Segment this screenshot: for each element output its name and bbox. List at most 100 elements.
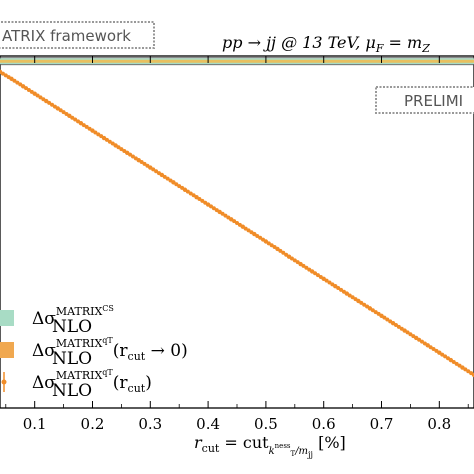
data-point-fill — [162, 174, 167, 179]
data-point-fill — [417, 337, 422, 342]
data-point-fill — [38, 95, 43, 100]
data-point-fill — [200, 198, 205, 203]
data-point-fill — [347, 293, 352, 298]
data-point-fill — [370, 308, 375, 313]
prelim-box — [375, 86, 474, 114]
data-point-fill — [165, 176, 170, 181]
data-point-fill — [243, 226, 248, 231]
data-point-fill — [81, 123, 86, 128]
data-point-fill — [463, 367, 468, 372]
process-label: pp → jj @ 13 TeV, μF = mZ — [222, 33, 430, 55]
data-point-fill — [405, 330, 410, 335]
data-point-fill — [451, 359, 456, 364]
data-point-fill — [289, 256, 294, 261]
data-point-fill — [197, 197, 202, 201]
data-point-fill — [362, 302, 367, 307]
data-point-fill — [431, 347, 436, 352]
x-tick-label: 0.7 — [370, 415, 394, 433]
data-point-fill — [151, 167, 156, 172]
legend-label-qt-band: ΔσMATRIXqT(rcut → 0) — [32, 336, 188, 363]
x-tick-label: 0.5 — [254, 415, 278, 433]
legend-label-cs: ΔσMATRIXCS — [32, 304, 114, 329]
data-point-fill — [419, 339, 424, 344]
series-points — [0, 69, 474, 378]
framework-box — [0, 21, 155, 49]
data-point-fill — [61, 110, 66, 115]
data-point-fill — [454, 361, 459, 366]
x-tick-label: 0.2 — [81, 415, 105, 433]
data-point-fill — [350, 295, 355, 300]
data-point-fill — [393, 323, 398, 328]
reference-bands — [0, 57, 474, 66]
x-tick-label: 0.8 — [427, 415, 451, 433]
data-point-fill — [107, 139, 112, 144]
data-point-fill — [339, 287, 344, 292]
data-point-fill — [35, 93, 40, 98]
data-point-fill — [104, 137, 109, 142]
data-point-fill — [385, 317, 390, 322]
data-point-fill — [359, 300, 364, 305]
data-point-fill — [278, 248, 283, 253]
data-point-fill — [139, 160, 144, 165]
data-point-fill — [84, 124, 89, 129]
data-point-fill — [58, 108, 63, 113]
data-point-fill — [315, 273, 320, 278]
data-point-fill — [130, 154, 135, 159]
data-point-fill — [93, 130, 98, 135]
data-point-fill — [382, 315, 387, 320]
legend: ΔσMATRIXCS NLO ΔσMATRIXqT(rcut → 0) NLO … — [0, 304, 188, 401]
data-point-fill — [128, 152, 133, 157]
x-tick-label: 0.6 — [312, 415, 336, 433]
data-point-fill — [50, 102, 55, 107]
data-point-fill — [327, 280, 332, 285]
data-point-fill — [70, 115, 75, 120]
data-point-fill — [174, 182, 179, 187]
legend-marker-point — [1, 379, 7, 385]
data-point-fill — [324, 278, 329, 283]
data-point-fill — [188, 191, 193, 196]
data-point-fill — [12, 78, 17, 83]
x-tick-label: 0.3 — [138, 415, 162, 433]
data-point-fill — [185, 189, 190, 194]
data-point-fill — [396, 324, 401, 329]
data-point-fill — [73, 117, 78, 122]
data-point-fill — [177, 184, 182, 189]
data-point-fill — [235, 221, 239, 226]
data-point-fill — [154, 169, 159, 174]
data-point-fill — [26, 87, 31, 92]
data-point-fill — [255, 233, 260, 238]
data-point-fill — [220, 211, 225, 216]
data-point-fill — [336, 286, 341, 291]
data-point-fill — [15, 80, 20, 85]
data-point-fill — [211, 206, 216, 211]
data-point-fill — [428, 345, 433, 350]
legend-sub-cs: NLO — [52, 317, 92, 337]
data-point-fill — [313, 271, 318, 276]
data-point-fill — [3, 73, 8, 78]
data-point-fill — [301, 263, 306, 268]
header: ATRIX framework pp → jj @ 13 TeV, μF = m… — [0, 21, 474, 114]
data-point-fill — [281, 250, 286, 255]
data-point-fill — [0, 71, 5, 76]
data-point-fill — [269, 243, 274, 248]
data-point-fill — [292, 258, 297, 263]
legend-swatch-cs — [0, 310, 14, 326]
data-point-fill — [116, 145, 121, 150]
reference-band-qt — [0, 59, 474, 63]
data-point-fill — [304, 265, 309, 270]
data-point-fill — [232, 219, 237, 224]
data-point-fill — [440, 352, 445, 357]
data-point — [471, 372, 474, 378]
data-point-fill — [142, 161, 147, 166]
data-point-fill — [408, 332, 413, 337]
legend-label-qt-points: ΔσMATRIXqT(rcut) — [32, 368, 152, 395]
x-tick-label: 0.1 — [23, 415, 47, 433]
legend-sub-qt-points: NLO — [52, 381, 92, 401]
x-tick-label: 0.4 — [196, 415, 220, 433]
prelim-label: PRELIMI — [404, 92, 463, 110]
data-point-fill — [24, 86, 29, 91]
framework-label: ATRIX framework — [2, 27, 131, 45]
data-point-fill — [119, 147, 124, 152]
data-point-fill — [466, 369, 471, 374]
